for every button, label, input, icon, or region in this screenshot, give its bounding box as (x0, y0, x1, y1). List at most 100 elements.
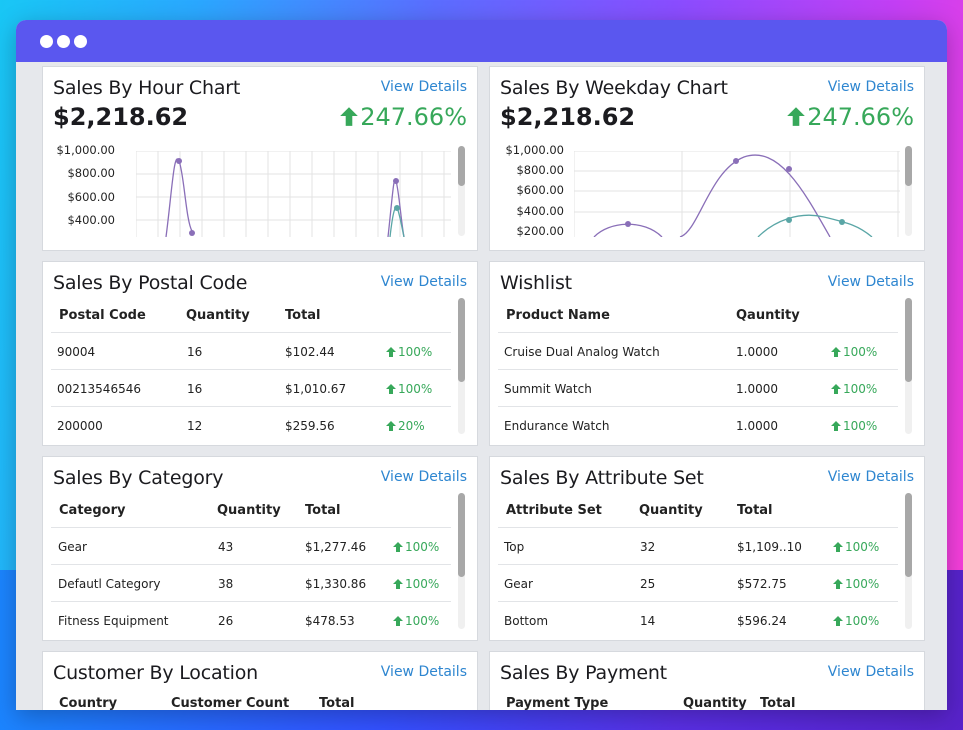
table-row[interactable]: 200000 12 $259.56 20% (51, 406, 451, 444)
cell-product-name: Cruise Dual Analog Watch (504, 345, 660, 359)
payment-card: Sales By Payment View Details Payment Ty… (489, 651, 925, 710)
view-details-link[interactable]: View Details (827, 469, 914, 485)
category-card: Sales By Category View Details Category … (42, 456, 478, 641)
column-header: Total (319, 696, 355, 710)
column-header: Customer Count (171, 696, 290, 710)
cell-attribute-set: Gear (504, 577, 533, 591)
sales-amount: $2,218.62 (53, 103, 189, 131)
cell-percent: 100% (386, 345, 432, 359)
y-tick: $200.00 (516, 224, 564, 238)
column-header: Qauntity (736, 308, 800, 323)
percent-value: 100% (843, 345, 878, 359)
cell-quantity: 1.0000 (736, 382, 778, 396)
growth-indicator: 247.66% (785, 103, 914, 131)
cell-total: $102.44 (285, 345, 335, 359)
percent-value: 100% (405, 614, 440, 628)
column-header: Payment Type (506, 696, 609, 710)
data-point (393, 178, 399, 184)
cell-percent: 100% (393, 577, 439, 591)
cell-product-name: Summit Watch (504, 382, 592, 396)
y-tick: $400.00 (516, 204, 564, 218)
card-title: Sales By Attribute Set (500, 467, 704, 489)
cell-total: $1,330.86 (305, 577, 367, 591)
cell-percent: 100% (833, 577, 879, 591)
table-row[interactable]: Cruise Dual Analog Watch 1.0000 100% (498, 332, 898, 370)
cell-percent: 100% (831, 345, 877, 359)
card-title: Sales By Weekday Chart (500, 77, 728, 99)
arrow-up-icon (787, 107, 806, 126)
percent-value: 100% (845, 540, 880, 554)
scrollbar[interactable] (905, 146, 912, 236)
table-row[interactable]: Top 32 $1,109..10 100% (498, 527, 898, 565)
postal-code-card: Sales By Postal Code View Details Postal… (42, 261, 478, 446)
arrow-up-icon (393, 616, 403, 626)
table-row[interactable]: Bottom 14 $596.24 100% (498, 601, 898, 639)
percent-value: 100% (398, 382, 433, 396)
arrow-up-icon (831, 421, 841, 431)
cell-quantity: 14 (640, 614, 656, 628)
hour-chart-plot (136, 151, 451, 237)
arrow-up-icon (386, 347, 396, 357)
scrollbar[interactable] (905, 493, 912, 629)
arrow-up-icon (831, 384, 841, 394)
cell-percent: 100% (833, 614, 879, 628)
arrow-up-icon (833, 616, 843, 626)
arrow-up-icon (340, 107, 359, 126)
cell-quantity: 26 (218, 614, 234, 628)
percent-value: 100% (845, 577, 880, 591)
data-point (394, 205, 400, 211)
table-row[interactable]: 00213546546 16 $1,010.67 100% (51, 369, 451, 407)
y-tick: $1,000.00 (505, 143, 564, 157)
column-header: Total (305, 503, 341, 518)
view-details-link[interactable]: View Details (380, 664, 467, 680)
cell-product-name: Endurance Watch (504, 419, 610, 433)
cell-quantity: 25 (640, 577, 656, 591)
percent-value: 100% (398, 345, 433, 359)
y-tick: $600.00 (67, 190, 115, 204)
table-row[interactable]: Summit Watch 1.0000 100% (498, 369, 898, 407)
cell-quantity: 16 (187, 345, 203, 359)
scrollbar[interactable] (458, 146, 465, 236)
scrollbar[interactable] (458, 298, 465, 434)
card-title: Sales By Category (53, 467, 224, 489)
cell-attribute-set: Bottom (504, 614, 549, 628)
y-tick: $800.00 (516, 163, 564, 177)
percent-value: 20% (398, 419, 425, 433)
weekday-chart-card: Sales By Weekday Chart View Details $2,2… (489, 66, 925, 251)
y-tick: $600.00 (516, 183, 564, 197)
table-row[interactable]: 90004 16 $102.44 100% (51, 332, 451, 370)
view-details-link[interactable]: View Details (380, 469, 467, 485)
table-row[interactable]: Fitness Equipment 26 $478.53 100% (51, 601, 451, 639)
table-row[interactable]: Gear 43 $1,277.46 100% (51, 527, 451, 565)
data-point (839, 219, 845, 225)
cell-quantity: 1.0000 (736, 345, 778, 359)
data-point (733, 158, 739, 164)
card-title: Sales By Payment (500, 662, 667, 684)
table-row[interactable]: Gear 25 $572.75 100% (498, 564, 898, 602)
column-header: Quantity (217, 503, 281, 518)
card-title: Wishlist (500, 272, 572, 294)
arrow-up-icon (393, 542, 403, 552)
column-header: Total (737, 503, 773, 518)
data-point (786, 217, 792, 223)
cell-postal-code: 200000 (57, 419, 103, 433)
arrow-up-icon (833, 579, 843, 589)
view-details-link[interactable]: View Details (380, 79, 467, 95)
percent-value: 100% (843, 382, 878, 396)
table-row[interactable]: Defautl Category 38 $1,330.86 100% (51, 564, 451, 602)
cell-total: $572.75 (737, 577, 787, 591)
arrow-up-icon (386, 421, 396, 431)
scrollbar[interactable] (458, 493, 465, 629)
view-details-link[interactable]: View Details (380, 274, 467, 290)
growth-indicator: 247.66% (338, 103, 467, 131)
cell-attribute-set: Top (504, 540, 525, 554)
view-details-link[interactable]: View Details (827, 79, 914, 95)
browser-window: Sales By Hour Chart View Details $2,218.… (16, 20, 947, 710)
window-dot (40, 35, 53, 48)
percent-value: 100% (405, 577, 440, 591)
view-details-link[interactable]: View Details (827, 664, 914, 680)
view-details-link[interactable]: View Details (827, 274, 914, 290)
table-row[interactable]: Endurance Watch 1.0000 100% (498, 406, 898, 444)
cell-percent: 20% (386, 419, 425, 433)
scrollbar[interactable] (905, 298, 912, 434)
